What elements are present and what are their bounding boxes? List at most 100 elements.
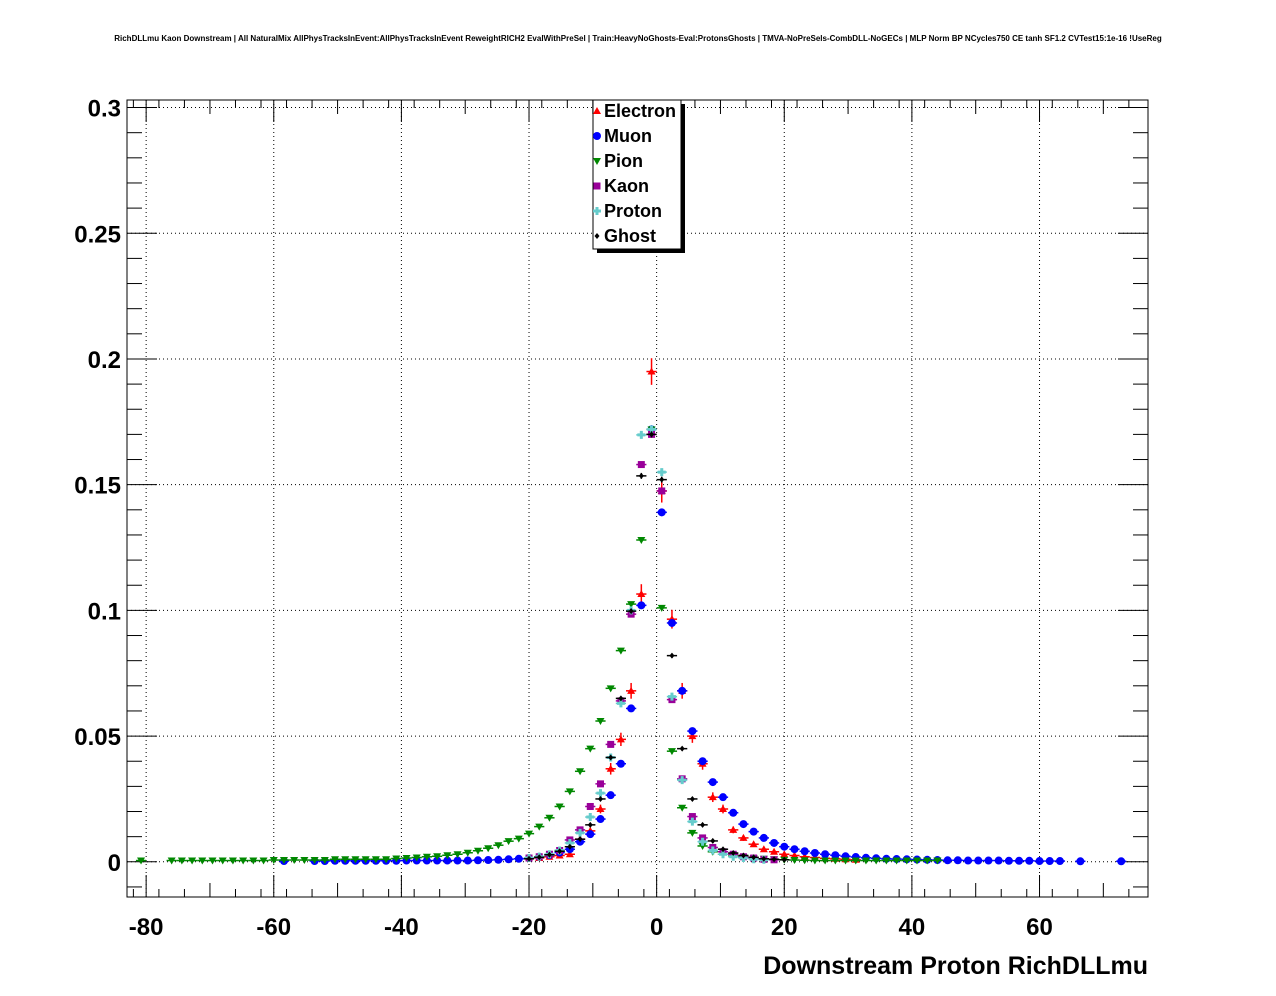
marker [361,856,370,864]
marker [586,830,595,839]
marker [678,686,687,695]
data-point-pion [871,857,882,865]
data-point-electron [626,682,637,699]
data-point-electron [707,792,718,803]
data-point-muon [666,618,678,627]
data-point-pion [452,851,463,859]
data-point-ghost [595,795,606,802]
marker [593,132,601,140]
marker [137,857,146,865]
data-point-ghost [687,795,698,802]
data-point-muon [1075,857,1086,866]
data-point-pion [421,853,433,861]
data-point-ghost [656,476,667,483]
marker [689,795,695,802]
data-point-pion [380,856,392,864]
legend-item-kaon: Kaon [593,176,649,196]
marker [637,430,646,439]
axis-ticks: -80 -60 -40 -20 0 20 40 60 0 0.05 0.1 0.15 0.2 0.25 0.… [74,96,1148,941]
data-point-pion [329,856,341,864]
data-point-muon [758,833,769,842]
marker [606,791,615,800]
data-point-proton [585,813,596,822]
marker [593,207,601,215]
legend-item-proton: Proton [593,201,662,221]
data-point-ghost [636,472,647,479]
data-point-muon [779,842,790,851]
data-point-ghost [768,856,780,863]
marker [616,735,625,743]
marker [473,847,482,855]
x-tick-label: -40 [384,914,419,941]
data-point-muon [707,778,718,787]
marker [657,604,666,612]
data-point-muon [656,508,667,517]
data-point-muon [442,856,453,865]
data-point-ghost [544,851,555,858]
data-point-pion [289,857,300,865]
data-point-ghost [758,855,769,862]
marker [729,825,738,833]
data-point-pion [411,854,422,862]
data-point-pion [626,601,637,609]
data-point-muon [595,815,606,824]
marker [698,842,707,850]
marker [698,837,707,846]
marker [463,849,472,857]
marker [565,788,574,796]
data-point-pion [217,857,228,865]
data-point-pion [391,855,402,863]
data-point-ghost [605,754,616,761]
marker [810,849,819,858]
marker [688,817,697,826]
marker [637,461,645,469]
y-tick-label: 0.3 [88,96,121,123]
data-point-pion [666,748,678,756]
marker [514,854,523,863]
marker [351,856,360,864]
marker [657,468,666,477]
marker [749,827,758,836]
data-point-pion [319,857,330,865]
marker [647,425,656,434]
data-point-pion [442,852,453,860]
marker [1004,856,1013,865]
marker [484,856,493,865]
y-tick-label: 0 [108,850,121,877]
marker [567,843,573,850]
marker [821,857,830,865]
data-point-muon [687,727,698,736]
marker [669,652,675,659]
data-point-electron [779,850,790,858]
y-tick-label: 0.1 [88,598,121,625]
marker [259,857,268,865]
data-point-muon [1003,856,1014,865]
data-point-pion [615,647,627,655]
x-tick-label: -20 [512,914,547,941]
marker [586,813,595,822]
x-axis-label: Downstream Proton RichDLLmu [763,952,1148,980]
legend-label: Ghost [604,226,656,246]
data-point-muon [513,854,524,863]
legend-label: Muon [604,126,652,146]
data-point-muon [585,830,596,839]
data-point-muon [789,845,800,854]
marker [443,856,452,865]
marker [708,778,717,787]
data-point-muon [1024,856,1035,865]
marker [536,854,542,861]
data-point-electron [789,851,800,859]
marker [678,804,687,812]
data-point-electron [717,804,729,814]
y-tick-label: 0.15 [74,473,121,500]
marker [647,367,656,375]
marker [526,855,532,862]
marker [433,853,442,861]
marker [555,803,564,811]
marker [577,836,583,843]
series-pion [135,426,943,865]
data-point-pion [544,814,555,822]
marker [751,854,757,861]
marker [618,695,624,702]
data-point-muon [483,856,494,865]
